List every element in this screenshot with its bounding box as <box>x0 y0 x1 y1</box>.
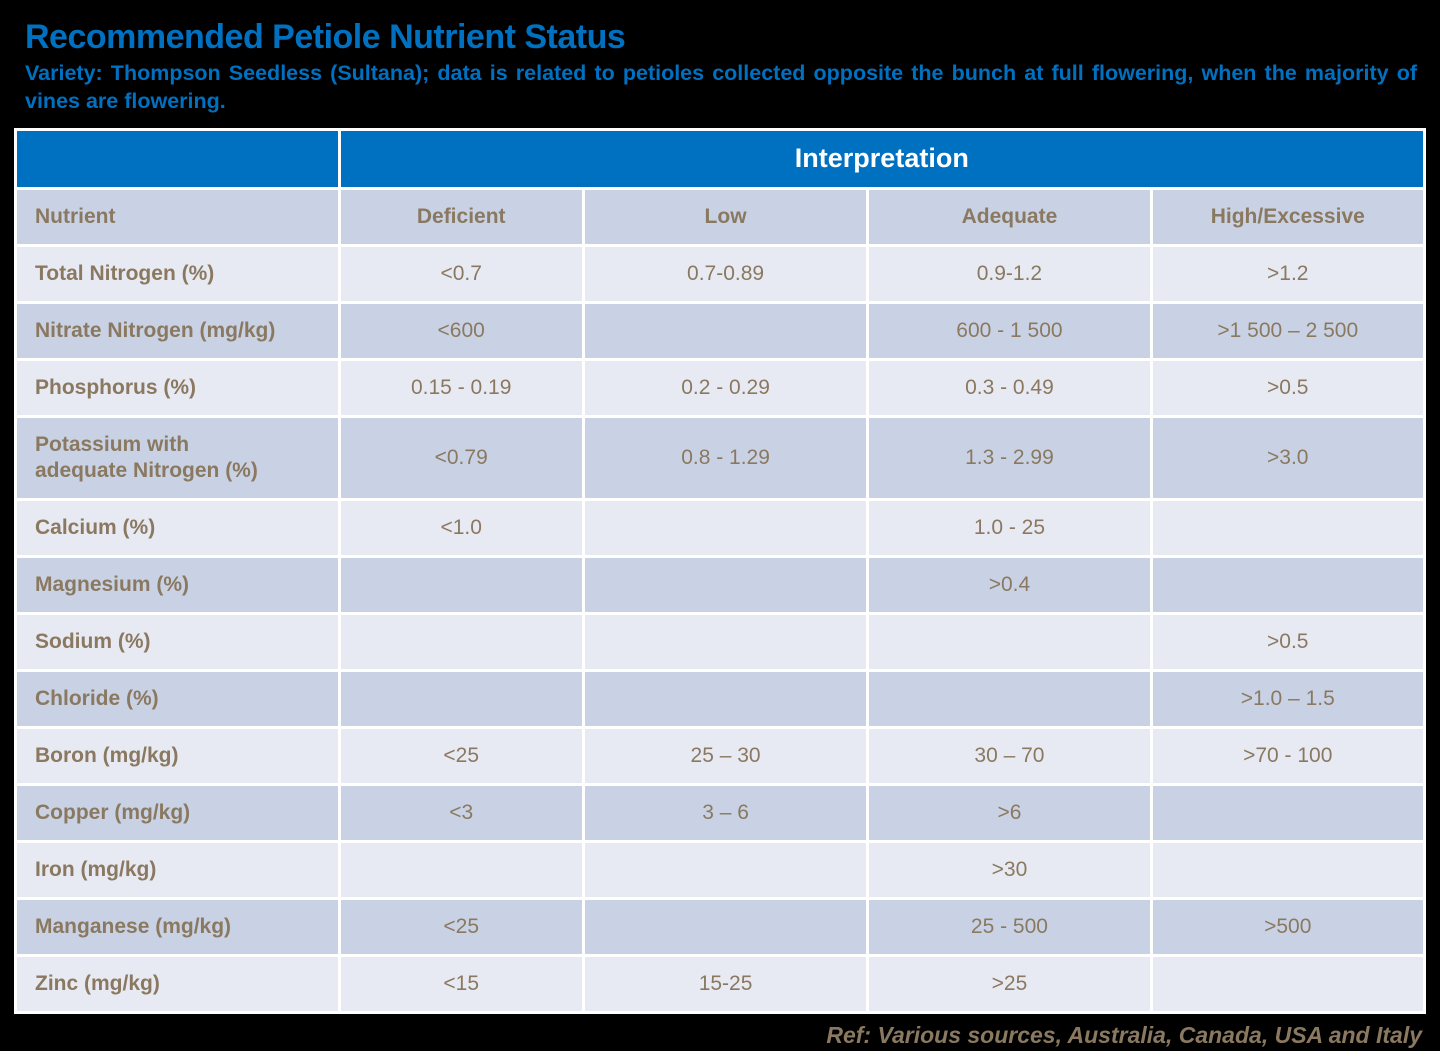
column-header-high-excessive: High/Excessive <box>1152 189 1423 244</box>
cell-high-excessive: >70 - 100 <box>1152 728 1423 783</box>
cell-high-excessive: >1.2 <box>1152 246 1423 301</box>
cell-adequate <box>869 671 1150 726</box>
table-row: Sodium (%) >0.5 <box>17 614 1423 669</box>
cell-low <box>584 899 867 954</box>
table-row: Boron (mg/kg) <25 25 – 30 30 – 70 >70 - … <box>17 728 1423 783</box>
cell-nutrient: Potassium with adequate Nitrogen (%) <box>17 417 338 498</box>
cell-low: 3 – 6 <box>584 785 867 840</box>
cell-adequate: 0.3 - 0.49 <box>869 360 1150 415</box>
cell-deficient <box>340 557 582 612</box>
reference-note: Ref: Various sources, Australia, Canada,… <box>826 1021 1422 1048</box>
cell-low: 0.7-0.89 <box>584 246 867 301</box>
cell-low <box>584 671 867 726</box>
cell-nutrient: Sodium (%) <box>17 614 338 669</box>
cell-high-excessive: >3.0 <box>1152 417 1423 498</box>
cell-low: 25 – 30 <box>584 728 867 783</box>
cell-low <box>584 500 867 555</box>
table-row: Manganese (mg/kg) <25 25 - 500 >500 <box>17 899 1423 954</box>
column-header-deficient: Deficient <box>340 189 582 244</box>
cell-adequate: 25 - 500 <box>869 899 1150 954</box>
cell-nutrient: Copper (mg/kg) <box>17 785 338 840</box>
cell-adequate: 1.0 - 25 <box>869 500 1150 555</box>
cell-high-excessive: >1 500 – 2 500 <box>1152 303 1423 358</box>
cell-nutrient: Nitrate Nitrogen (mg/kg) <box>17 303 338 358</box>
cell-high-excessive <box>1152 500 1423 555</box>
cell-nutrient: Calcium (%) <box>17 500 338 555</box>
cell-low <box>584 614 867 669</box>
table-row: Copper (mg/kg) <3 3 – 6 >6 <box>17 785 1423 840</box>
nutrient-table: Interpretation Nutrient Deficient Low Ad… <box>14 127 1426 1014</box>
table-row: Nitrate Nitrogen (mg/kg) <600 600 - 1 50… <box>17 303 1423 358</box>
cell-deficient: <0.7 <box>340 246 582 301</box>
cell-nutrient: Total Nitrogen (%) <box>17 246 338 301</box>
table-row: Potassium with adequate Nitrogen (%) <0.… <box>17 417 1423 498</box>
cell-deficient: <25 <box>340 728 582 783</box>
cell-deficient: <15 <box>340 956 582 1011</box>
cell-nutrient: Boron (mg/kg) <box>17 728 338 783</box>
cell-deficient: 0.15 - 0.19 <box>340 360 582 415</box>
cell-deficient: <0.79 <box>340 417 582 498</box>
cell-adequate: 0.9-1.2 <box>869 246 1150 301</box>
cell-deficient: <600 <box>340 303 582 358</box>
cell-deficient <box>340 614 582 669</box>
cell-nutrient: Chloride (%) <box>17 671 338 726</box>
table-row: Magnesium (%) >0.4 <box>17 557 1423 612</box>
cell-high-excessive <box>1152 557 1423 612</box>
interpretation-header: Interpretation <box>340 130 1423 187</box>
cell-high-excessive: >500 <box>1152 899 1423 954</box>
cell-deficient: <1.0 <box>340 500 582 555</box>
cell-high-excessive: >1.0 – 1.5 <box>1152 671 1423 726</box>
cell-low: 0.8 - 1.29 <box>584 417 867 498</box>
cell-deficient <box>340 842 582 897</box>
column-header-adequate: Adequate <box>869 189 1150 244</box>
column-header-nutrient: Nutrient <box>17 189 338 244</box>
cell-nutrient: Phosphorus (%) <box>17 360 338 415</box>
cell-adequate: >30 <box>869 842 1150 897</box>
table-row: Iron (mg/kg) >30 <box>17 842 1423 897</box>
table-row: Phosphorus (%) 0.15 - 0.19 0.2 - 0.29 0.… <box>17 360 1423 415</box>
blank-header-cell <box>17 130 338 187</box>
cell-adequate: >0.4 <box>869 557 1150 612</box>
cell-high-excessive <box>1152 842 1423 897</box>
table-row: Zinc (mg/kg) <15 15-25 >25 <box>17 956 1423 1011</box>
cell-adequate: 600 - 1 500 <box>869 303 1150 358</box>
cell-deficient <box>340 671 582 726</box>
cell-nutrient: Magnesium (%) <box>17 557 338 612</box>
table-row: Calcium (%) <1.0 1.0 - 25 <box>17 500 1423 555</box>
cell-deficient: <25 <box>340 899 582 954</box>
cell-low <box>584 557 867 612</box>
page-subtitle: Variety: Thompson Seedless (Sultana); da… <box>25 61 1417 113</box>
cell-low <box>584 303 867 358</box>
cell-high-excessive <box>1152 785 1423 840</box>
cell-high-excessive: >0.5 <box>1152 614 1423 669</box>
table-row: Total Nitrogen (%) <0.7 0.7-0.89 0.9-1.2… <box>17 246 1423 301</box>
interpretation-header-row: Interpretation <box>17 130 1423 187</box>
cell-nutrient: Zinc (mg/kg) <box>17 956 338 1011</box>
column-header-row: Nutrient Deficient Low Adequate High/Exc… <box>17 189 1423 244</box>
cell-low <box>584 842 867 897</box>
cell-deficient: <3 <box>340 785 582 840</box>
page-title: Recommended Petiole Nutrient Status <box>25 18 626 56</box>
cell-high-excessive: >0.5 <box>1152 360 1423 415</box>
cell-adequate: >6 <box>869 785 1150 840</box>
cell-nutrient: Iron (mg/kg) <box>17 842 338 897</box>
cell-adequate: 1.3 - 2.99 <box>869 417 1150 498</box>
cell-adequate <box>869 614 1150 669</box>
cell-low: 0.2 - 0.29 <box>584 360 867 415</box>
cell-low: 15-25 <box>584 956 867 1011</box>
table-row: Chloride (%) >1.0 – 1.5 <box>17 671 1423 726</box>
column-header-low: Low <box>584 189 867 244</box>
cell-high-excessive <box>1152 956 1423 1011</box>
cell-nutrient: Manganese (mg/kg) <box>17 899 338 954</box>
cell-adequate: >25 <box>869 956 1150 1011</box>
table-body: Total Nitrogen (%) <0.7 0.7-0.89 0.9-1.2… <box>17 246 1423 1011</box>
cell-adequate: 30 – 70 <box>869 728 1150 783</box>
